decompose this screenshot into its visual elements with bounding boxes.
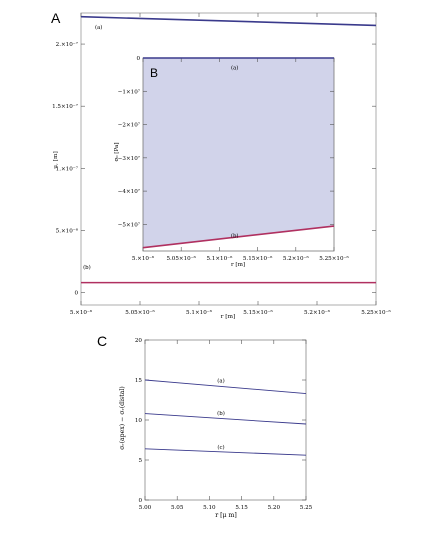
panel-c-series-2-label: (b): [217, 410, 225, 417]
panel-b-series-1-label: (a): [231, 65, 238, 72]
panel-c-series-1-label: (a): [217, 377, 224, 384]
panel-b-y-tick-label: −3×10⁷: [118, 155, 141, 162]
panel-a-x-tick-label: 5.15×10⁻⁶: [243, 309, 273, 316]
panel-b-series-2-label: (b): [231, 233, 239, 240]
panel-c-x-tick-label: 5.00: [139, 505, 152, 511]
panel-b-area-fill: [143, 58, 334, 248]
panel-c-series-1-line: [144, 379, 307, 395]
panel-c-y-axis-label: σᵣ(apex) − σᵣ(distal): [119, 386, 126, 450]
panel-b-x-axis-label: r [m]: [231, 262, 245, 268]
panel-a-x-tick-label: 5.×10⁻⁶: [70, 309, 93, 316]
panel-c-x-tick-label: 5.10: [203, 505, 216, 511]
panel-a-x-axis-label: r [m]: [221, 314, 236, 320]
panel-a-y-axis-label: u, [m]: [53, 151, 59, 168]
panel-c-frame: [144, 339, 307, 501]
panel-a-x-tick-label: 5.2×10⁻⁶: [304, 309, 331, 316]
panel-b-y-tick-label: −4×10⁷: [118, 188, 141, 195]
panel-a-frame: [80, 12, 377, 306]
panel-c-y-tick-label: 0: [138, 498, 142, 504]
panel-b-x-tick-label: 5.05×10⁻⁶: [166, 255, 196, 262]
panel-c-y-tick-label: 5: [138, 458, 142, 464]
panel-a-series-1-label: (a): [95, 24, 102, 31]
panel-c-x-tick-label: 5.05: [171, 505, 184, 511]
panel-b-x-tick-label: 5.25×10⁻⁶: [319, 255, 349, 262]
panel-a-y-tick-label: 1.×10⁻⁷: [56, 165, 79, 172]
panel-b-x-tick-label: 5.15×10⁻⁶: [243, 255, 273, 262]
panel-b-x-tick-label: 5.1×10⁻⁶: [206, 255, 233, 262]
panel-b-y-axis-label: σ₀ [Pa]: [114, 142, 120, 161]
panel-b-y-tick-label: 0: [136, 56, 140, 62]
panel-c-x-tick-label: 5.20: [268, 505, 281, 511]
panel-b-x-tick-label: 5.×10⁻⁶: [132, 255, 155, 262]
panel-a-x-tick-label: 5.1×10⁻⁶: [186, 309, 213, 316]
panel-a-x-tick-label: 5.25×10⁻⁶: [361, 309, 391, 316]
panel-c-x-tick-label: 5.25: [300, 505, 313, 511]
panel-c-x-axis-label: r [μ m]: [215, 512, 237, 519]
panel-a-series-1-line: [80, 15, 377, 27]
panel-a-y-tick-label: 2.×10⁻⁷: [56, 41, 79, 48]
panel-a-y-tick-label: 1.5×10⁻⁷: [52, 103, 79, 110]
panel-letter-c: C: [97, 333, 108, 349]
panel-b-y-tick-label: −2×10⁷: [118, 122, 141, 129]
panel-letter-a: A: [51, 10, 61, 26]
panel-c-series-3-line: [144, 448, 307, 456]
panel-a-x-tick-label: 5.05×10⁻⁶: [125, 309, 155, 316]
panel-a-y-tick-label: 5.×10⁻⁸: [56, 227, 79, 234]
panel-b-y-tick-label: −1×10⁷: [118, 88, 141, 95]
panel-c-y-tick-label: 10: [135, 418, 143, 424]
panel-b-series-2-line: [142, 225, 335, 249]
panel-a-series-2-label: (b): [83, 264, 91, 271]
panel-a-y-tick-label: 0: [74, 291, 78, 297]
panel-letter-b: B: [150, 66, 158, 80]
panel-c-y-tick-label: 20: [135, 338, 143, 344]
panel-c-series-3-label: (c): [217, 444, 224, 451]
panel-c-x-tick-label: 5.15: [235, 505, 248, 511]
panel-c-series-2-line: [144, 413, 307, 425]
panel-b-x-tick-label: 5.2×10⁻⁶: [283, 255, 310, 262]
panel-c-y-tick-label: 15: [135, 378, 143, 384]
panel-b-y-tick-label: −5×10⁷: [118, 221, 141, 228]
